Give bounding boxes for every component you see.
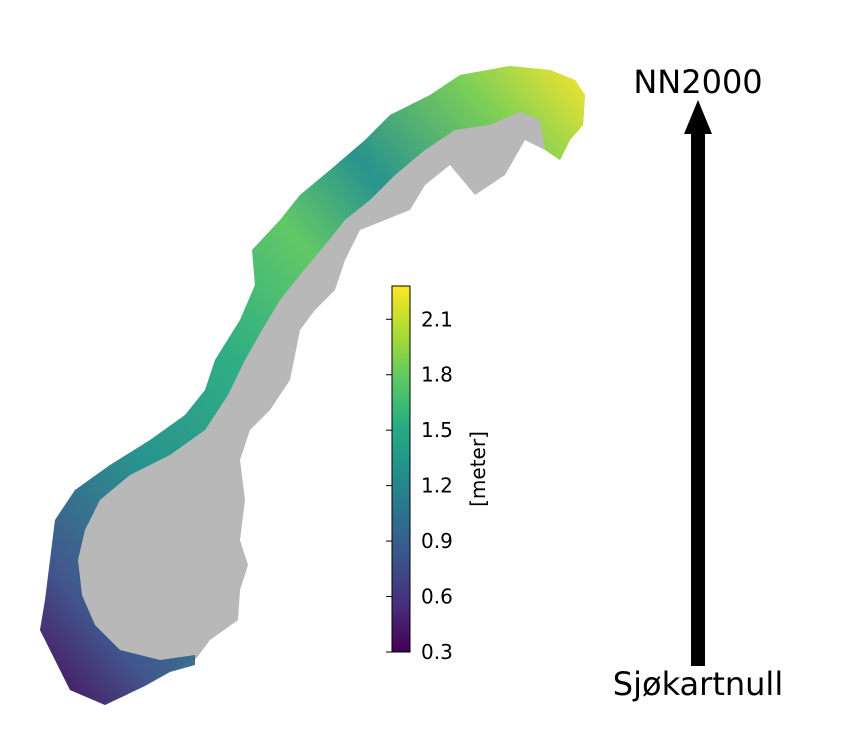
colorbar-tick-label: 0.9 (421, 529, 453, 553)
colorbar-gradient (391, 285, 411, 653)
colorbar-tick-label: 2.1 (421, 307, 453, 331)
colorbar-ticks: 0.3 0.6 0.9 1.2 1.5 1.8 2.1 (386, 307, 453, 664)
colorbar: 0.3 0.6 0.9 1.2 1.5 1.8 2.1 [meter] (386, 285, 490, 664)
arrow-top-label: NN2000 (633, 63, 762, 101)
colorbar-label: [meter] (466, 431, 490, 507)
colorbar-tick-label: 1.8 (421, 363, 453, 387)
colorbar-tick-label: 1.2 (421, 474, 453, 498)
norway-landmass (40, 66, 585, 705)
arrow-head (684, 100, 712, 134)
colorbar-tick-label: 0.3 (421, 640, 453, 664)
arrow-bottom-label: Sjøkartnull (613, 665, 783, 703)
coastal-height-band (40, 66, 585, 705)
datum-arrow: NN2000 Sjøkartnull (613, 63, 783, 703)
colorbar-tick-label: 0.6 (421, 585, 453, 609)
colorbar-tick-label: 1.5 (421, 418, 453, 442)
arrow-shaft (691, 130, 705, 666)
